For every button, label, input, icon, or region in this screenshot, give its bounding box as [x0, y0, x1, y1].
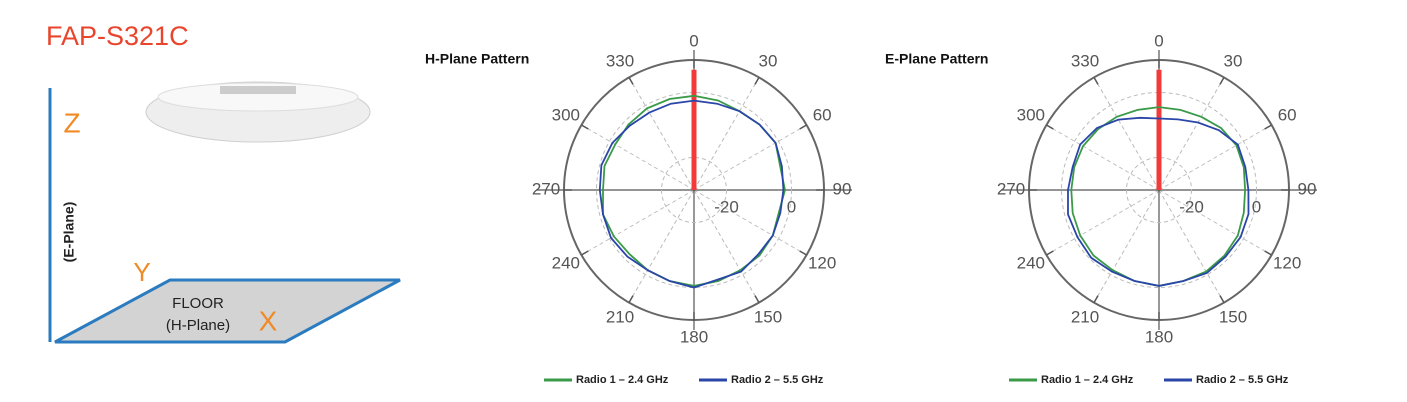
device-top: [157, 82, 359, 112]
spoke: [693, 124, 807, 191]
angle-label: 150: [1219, 308, 1247, 327]
chart-title: E-Plane Pattern: [885, 51, 988, 67]
angle-label: 60: [1278, 105, 1297, 124]
spoke: [693, 189, 807, 256]
angle-tick: [754, 77, 760, 85]
pattern-line: [598, 99, 785, 289]
y-label: Y: [133, 257, 150, 287]
r-tick-label: 0: [787, 197, 796, 216]
legend-label: Radio 2 – 5.5 GHz: [1196, 374, 1289, 386]
floor-plane: [54, 278, 401, 344]
legend-label: Radio 2 – 5.5 GHz: [731, 374, 824, 386]
spoke: [581, 124, 695, 191]
angle-label: 150: [754, 308, 782, 327]
spoke: [581, 189, 695, 256]
angle-tick: [1264, 124, 1272, 130]
angle-tick: [1264, 250, 1272, 256]
r-tick-label: 0: [1252, 197, 1261, 216]
angle-label: 330: [606, 51, 634, 70]
angle-tick: [754, 295, 760, 303]
angle-label: 270: [532, 179, 560, 198]
angle-tick: [799, 124, 807, 130]
angle-label: 30: [759, 51, 778, 70]
angle-label: 180: [1145, 327, 1173, 346]
e-plane-label: (E-Plane): [61, 202, 77, 263]
angle-label: 210: [1071, 308, 1099, 327]
spoke: [1158, 189, 1272, 256]
angle-tick: [581, 250, 589, 256]
r-tick-label: -20: [1179, 197, 1204, 216]
spoke: [1158, 189, 1225, 303]
grid-ring: [661, 157, 727, 223]
angle-tick: [1046, 250, 1054, 256]
angle-label: 210: [606, 308, 634, 327]
spoke: [1046, 189, 1160, 256]
grid-ring: [1126, 157, 1192, 223]
angle-tick: [581, 124, 589, 130]
angle-label: 60: [813, 105, 832, 124]
angle-label: 90: [833, 179, 852, 198]
polar-chart: E-Plane Pattern 0 30 60 90 120 150 180 210 240 270…: [885, 31, 1317, 386]
angle-label: 90: [1298, 179, 1317, 198]
legend-label: Radio 1 – 2.4 GHz: [576, 374, 669, 386]
angle-label: 240: [1017, 253, 1045, 272]
angle-tick: [628, 295, 634, 303]
angle-label: 120: [1273, 253, 1301, 272]
polar-chart: H-Plane Pattern 0 30 60 90 120 150 180 210 240 270…: [425, 31, 852, 386]
product-title: FAP-S321C: [46, 21, 189, 51]
x-label: X: [259, 305, 278, 336]
spoke: [693, 77, 760, 191]
angle-label: 0: [689, 31, 698, 50]
angle-label: 30: [1224, 51, 1243, 70]
orientation-diagram: Z (E-Plane) Y FLOOR (H-Plane) X: [48, 81, 401, 344]
angle-label: 300: [552, 105, 580, 124]
spoke: [1046, 124, 1160, 191]
floor-label: FLOOR: [172, 295, 224, 312]
pattern-line: [1067, 116, 1250, 287]
spoke: [1093, 189, 1160, 303]
angle-label: 120: [808, 253, 836, 272]
angle-tick: [1219, 295, 1225, 303]
z-label: Z: [63, 107, 80, 138]
spoke: [1158, 124, 1272, 191]
angle-label: 270: [997, 179, 1025, 198]
angle-tick: [1219, 77, 1225, 85]
spoke: [1093, 77, 1160, 191]
legend-label: Radio 1 – 2.4 GHz: [1041, 374, 1134, 386]
angle-tick: [628, 77, 634, 85]
angle-tick: [1093, 77, 1099, 85]
chart-title: H-Plane Pattern: [425, 51, 529, 67]
spoke: [693, 189, 760, 303]
angle-label: 300: [1017, 105, 1045, 124]
h-plane-label: (H-Plane): [166, 317, 230, 334]
device-vent: [220, 86, 296, 94]
angle-tick: [1046, 124, 1054, 130]
spoke: [628, 77, 695, 191]
angle-tick: [799, 250, 807, 256]
angle-label: 240: [552, 253, 580, 272]
angle-label: 330: [1071, 51, 1099, 70]
angle-label: 180: [680, 327, 708, 346]
spoke: [628, 189, 695, 303]
angle-label: 0: [1154, 31, 1163, 50]
r-tick-label: -20: [714, 197, 739, 216]
spoke: [1158, 77, 1225, 191]
angle-tick: [1093, 295, 1099, 303]
